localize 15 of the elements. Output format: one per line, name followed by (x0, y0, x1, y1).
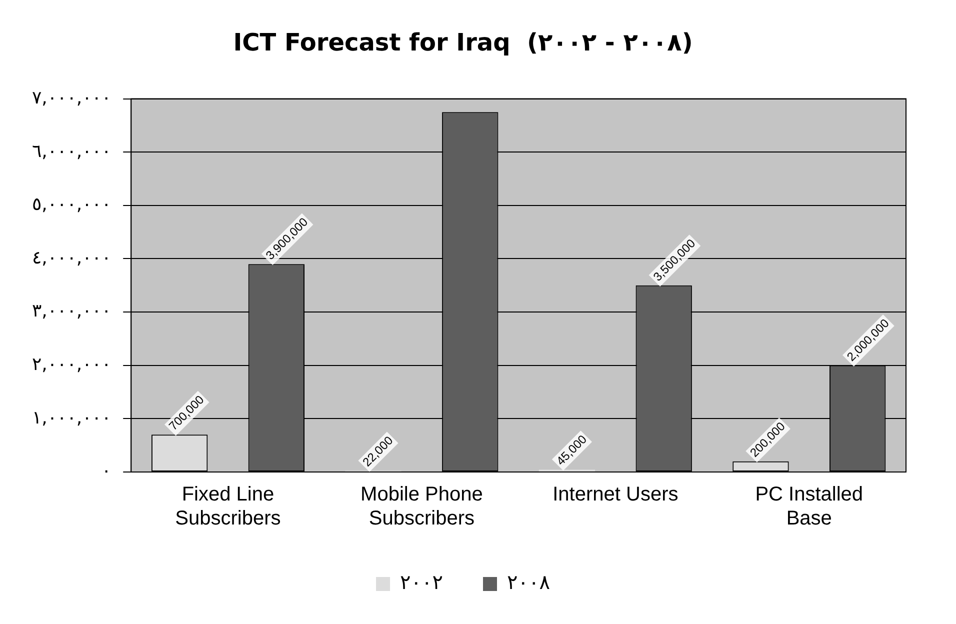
x-tick-label: Mobile Phone Subscribers (360, 484, 483, 530)
y-tick-label: ٣,٠٠٠,٠٠٠ (32, 300, 112, 322)
y-tick-label: ٥,٠٠٠,٠٠٠ (32, 194, 112, 216)
y-tick-label: ١,٠٠٠,٠٠٠ (32, 407, 112, 428)
legend-label: ٢٠٠٨ (507, 570, 550, 594)
legend-label: ٢٠٠٢ (400, 570, 443, 594)
y-tick-label: ٠ (101, 460, 112, 482)
y-tick-label: ٢,٠٠٠,٠٠٠ (32, 354, 112, 376)
x-tick-label: Internet Users (552, 484, 678, 506)
x-tick-label: Fixed Line Subscribers (175, 484, 281, 530)
y-tick-label: ٧,٠٠٠,٠٠٠ (32, 87, 112, 108)
y-tick-label: ٤,٠٠٠,٠٠٠ (32, 247, 112, 268)
x-tick-label: PC Installed Base (755, 484, 864, 530)
y-tick-label: ٦,٠٠٠,٠٠٠ (32, 140, 112, 162)
chart-title: ICT Forecast for Iraq (٢٠٠٢ - ٢٠٠٨) (233, 28, 693, 57)
